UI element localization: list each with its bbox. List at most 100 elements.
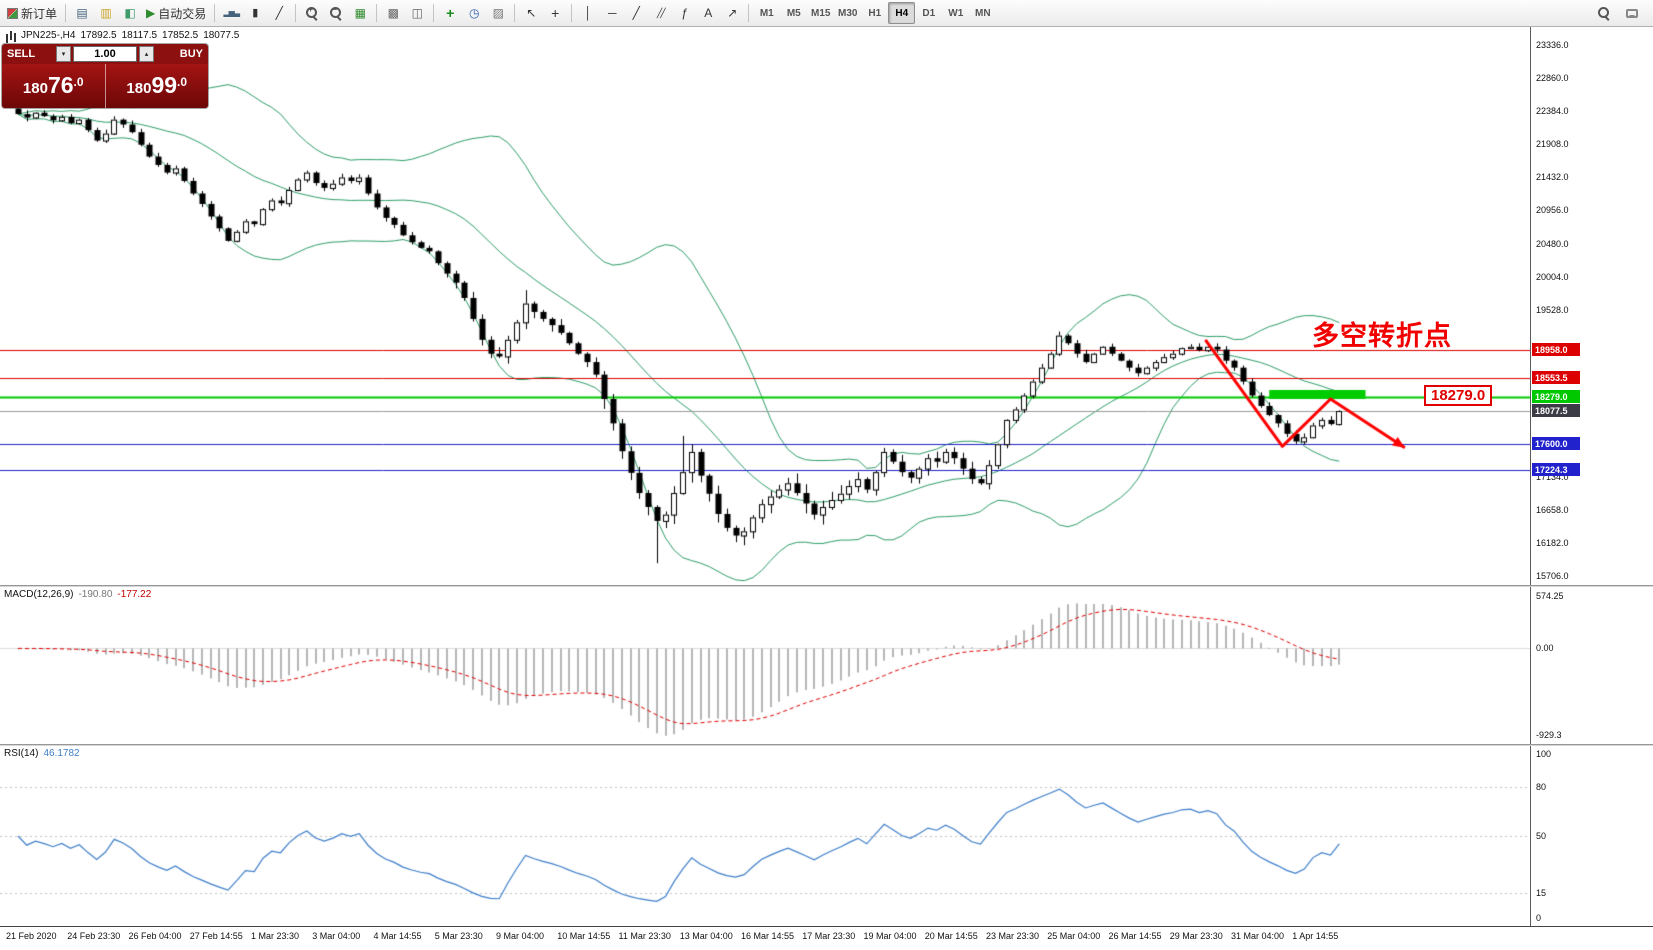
- sell-button[interactable]: 180 76.0: [2, 64, 106, 108]
- timeframe-button-W1[interactable]: W1: [942, 2, 969, 24]
- time-axis-label: 26 Mar 14:55: [1108, 931, 1162, 941]
- zoom-out-button[interactable]: −: [324, 2, 348, 24]
- zoom-in-button[interactable]: +: [300, 2, 324, 24]
- periods-button[interactable]: ◷: [462, 2, 486, 24]
- community-button[interactable]: [1620, 2, 1644, 24]
- price-level-tag: 18279.0: [1532, 389, 1580, 403]
- ohlc-high: 18117.5: [121, 30, 158, 41]
- price-axis-label: 19528.0: [1536, 304, 1569, 315]
- indicators-add-icon: +: [446, 5, 455, 21]
- bar-chart-button[interactable]: ▂▅▃: [219, 2, 243, 24]
- time-axis-label: 26 Feb 04:00: [128, 931, 182, 941]
- timeframe-toolbar: M1 M5 M15 M30 H1 H4 D1 W1 MN: [753, 2, 996, 24]
- chart-title: JPN225-,H4 17892.5 18117.5 17852.5 18077…: [6, 30, 239, 41]
- horizontal-line-button[interactable]: ─: [600, 2, 624, 24]
- navigator-button[interactable]: ◧: [118, 2, 142, 24]
- timeframe-button-MN[interactable]: MN: [969, 2, 996, 24]
- cascade-windows-button[interactable]: ▩: [381, 2, 405, 24]
- tile-windows-button[interactable]: ▦: [348, 2, 372, 24]
- price-axis[interactable]: 23336.0 22860.0 22384.0 21908.0 21432.0 20956…: [1530, 27, 1653, 585]
- ohlc-close: 18077.5: [203, 30, 240, 41]
- price-axis-label: 22860.0: [1536, 72, 1569, 83]
- timeframe-button-M1[interactable]: M1: [753, 2, 780, 24]
- auto-trading-button[interactable]: ▶ 自动交易: [142, 2, 210, 24]
- indicators-button[interactable]: +: [438, 2, 462, 24]
- bar-chart-icon: ▂▅▃: [223, 8, 241, 17]
- turning-point-annotation[interactable]: 多空转折点: [1312, 320, 1452, 351]
- crosshair-button[interactable]: +: [543, 2, 567, 24]
- rsi-canvas[interactable]: [0, 746, 1530, 926]
- timeframe-button-D1[interactable]: D1: [915, 2, 942, 24]
- macd-canvas[interactable]: [0, 587, 1530, 744]
- buy-price-big: 99: [151, 72, 178, 98]
- rsi-axis-label: 0: [1536, 913, 1542, 923]
- price-axis-label: 22384.0: [1536, 106, 1569, 116]
- ohlc-open: 17892.5: [80, 30, 117, 41]
- auto-trading-icon: ▶: [146, 6, 156, 20]
- panel-splitter[interactable]: [0, 585, 1653, 587]
- arrows-tool-icon: ↗: [727, 6, 738, 20]
- timeframe-button-M15[interactable]: M15: [807, 2, 834, 24]
- volume-input[interactable]: [73, 46, 137, 62]
- candlestick-icon: ▮: [252, 6, 259, 19]
- price-level-tag: 18077.5: [1532, 404, 1580, 418]
- arrange-windows-button[interactable]: ◫: [405, 2, 429, 24]
- time-axis-label: 25 Mar 04:00: [1047, 931, 1101, 941]
- toolbar-separator: [295, 4, 297, 22]
- volume-decrease-button[interactable]: ▾: [56, 46, 71, 62]
- line-chart-icon: ╱: [275, 6, 283, 20]
- arrows-tool-button[interactable]: ↗: [720, 2, 744, 24]
- search-button[interactable]: [1592, 2, 1616, 24]
- text-tool-button[interactable]: A: [696, 2, 720, 24]
- time-axis-label: 11 Mar 23:30: [618, 931, 671, 941]
- rsi-panel: RSI(14) 46.1782 100 80 50 15 0: [0, 746, 1653, 926]
- time-axis-label: 27 Feb 14:55: [189, 931, 243, 941]
- volume-increase-button[interactable]: ▴: [139, 46, 154, 62]
- horizontal-line-icon: ─: [608, 6, 617, 20]
- rsi-axis-label: 80: [1536, 781, 1547, 792]
- cursor-button[interactable]: ↖: [519, 2, 543, 24]
- navigator-icon: ◧: [124, 6, 136, 20]
- main-chart-panel: JPN225-,H4 17892.5 18117.5 17852.5 18077…: [0, 27, 1653, 585]
- fibonacci-button[interactable]: ƒ: [672, 2, 696, 24]
- new-order-icon: [7, 7, 18, 19]
- timeframe-button-M30[interactable]: M30: [834, 2, 861, 24]
- timeframe-button-H4[interactable]: H4: [888, 2, 916, 24]
- line-chart-button[interactable]: ╱: [267, 2, 291, 24]
- buy-button[interactable]: 180 99.0: [105, 64, 208, 108]
- templates-button[interactable]: ▨: [486, 2, 510, 24]
- time-axis-label: 21 Feb 2020: [6, 931, 57, 941]
- macd-signal-value: -177.22: [117, 589, 152, 600]
- time-axis-label: 17 Mar 23:30: [802, 931, 856, 941]
- chart-icon: [10, 31, 12, 40]
- tile-windows-icon: ▦: [354, 6, 366, 20]
- price-axis-label: 21908.0: [1536, 139, 1569, 150]
- timeframe-button-H1[interactable]: H1: [861, 2, 888, 24]
- market-watch-button[interactable]: ▤: [70, 2, 94, 24]
- time-axis-label: 1 Mar 23:30: [251, 931, 300, 941]
- candlestick-chart-button[interactable]: ▮: [243, 2, 267, 24]
- toolbar: 新订单 ▤ ▥ ◧ ▶ 自动交易 ▂▅▃ ▮ ╱ + − ▦ ▩ ◫ + ◷ ▨…: [0, 0, 1653, 27]
- zoom-out-icon: −: [330, 5, 342, 19]
- channel-button[interactable]: ╱╱: [648, 2, 672, 24]
- new-order-button[interactable]: 新订单: [3, 2, 61, 24]
- fibonacci-icon: ƒ: [680, 6, 688, 20]
- price-chart-canvas[interactable]: [0, 27, 1530, 585]
- sell-price-prefix: 180: [22, 80, 48, 97]
- data-window-button[interactable]: ▥: [94, 2, 118, 24]
- crosshair-icon: +: [551, 5, 560, 21]
- sell-label: SELL: [7, 48, 36, 60]
- macd-panel: MACD(12,26,9) -190.80 -177.22 574.25 0.00…: [0, 587, 1653, 744]
- macd-axis[interactable]: 574.25 0.00 -929.3: [1530, 587, 1653, 744]
- rsi-axis[interactable]: 100 80 50 15 0: [1530, 746, 1653, 926]
- timeframe-button-M5[interactable]: M5: [780, 2, 807, 24]
- vertical-line-button[interactable]: │: [576, 2, 600, 24]
- trendline-button[interactable]: ╱: [624, 2, 648, 24]
- symbol-label: JPN225-,H4: [21, 30, 76, 41]
- panel-splitter[interactable]: [0, 744, 1653, 746]
- price-callout-label[interactable]: 18279.0: [1424, 384, 1493, 406]
- time-axis[interactable]: 21 Feb 2020 24 Feb 23:30 26 Feb 04:00 27 Fe…: [0, 926, 1653, 948]
- price-axis-label: 20004.0: [1536, 271, 1569, 282]
- rsi-name: RSI(14): [4, 748, 39, 759]
- cascade-windows-icon: ▩: [387, 6, 399, 20]
